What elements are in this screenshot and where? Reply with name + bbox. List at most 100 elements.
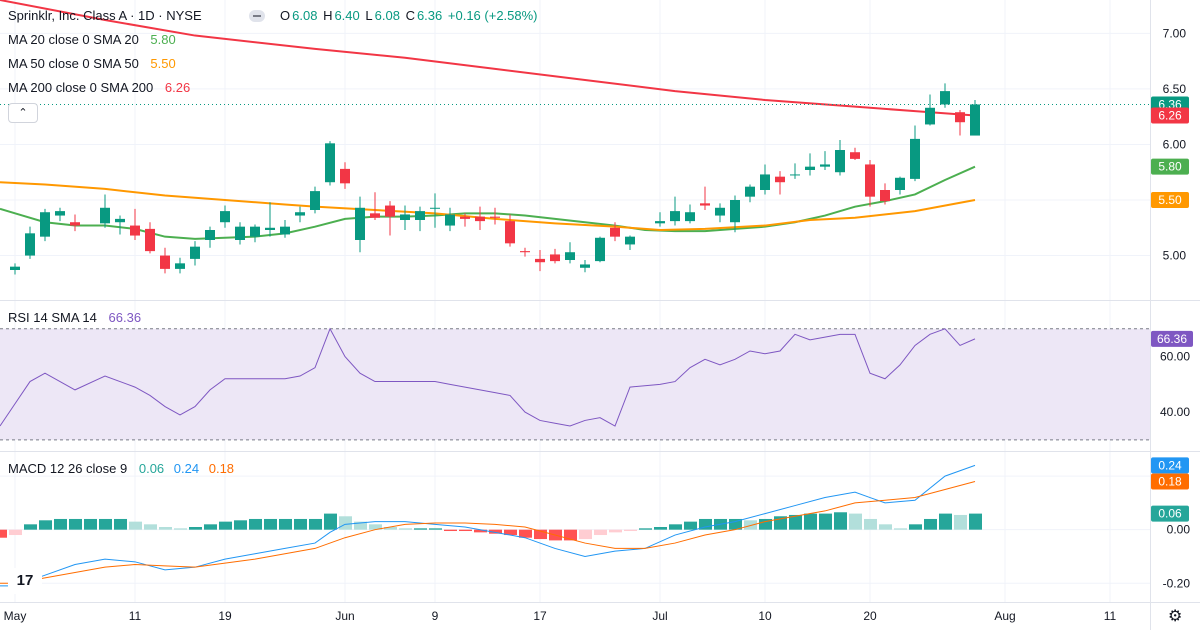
macd-histogram-bar [54, 518, 67, 530]
axis-layer: 7.006.506.005.505.006.366.265.805.5060.0… [4, 26, 1193, 623]
open-label: O [280, 8, 291, 23]
candle [25, 226, 35, 259]
candle [910, 125, 920, 182]
candle-body [445, 214, 455, 226]
macd-tick-label: 0.00 [1167, 523, 1191, 537]
candle-body [40, 212, 50, 237]
ma-line-ma20 [0, 165, 976, 240]
candle [355, 196, 365, 253]
macd-histogram-bar [729, 518, 742, 530]
macd-histogram-bar [909, 524, 922, 530]
x-tick-label: Jun [335, 609, 354, 623]
macd-histogram-bar [879, 524, 892, 530]
symbol-header: Sprinklr, Inc. Class A · 1D · NYSE [8, 8, 204, 24]
price-label-box [1151, 107, 1189, 124]
candle [775, 171, 785, 195]
legend-ma200[interactable]: MA 200 close 0 SMA 200 6.26 [8, 80, 192, 96]
macd-histogram-bar [684, 521, 697, 530]
candle [280, 220, 290, 238]
candle-body [625, 236, 635, 245]
rsi-line [0, 327, 976, 427]
legend-ma20-value: 5.80 [150, 32, 176, 47]
macd-histogram-bar [534, 529, 547, 540]
close-value: 6.36 [416, 8, 443, 23]
candle-body [520, 251, 530, 253]
macd-histogram-bar [219, 521, 232, 530]
candle [760, 164, 770, 195]
macd-histogram-bar [234, 520, 247, 530]
candle-body [565, 252, 575, 260]
candle-body [220, 211, 230, 223]
macd-histogram-bar [324, 513, 337, 530]
x-tick-label: Aug [994, 609, 1015, 623]
macd-line-signal [0, 480, 976, 584]
candle [550, 248, 560, 264]
macd-histogram-bar [864, 518, 877, 530]
high-label: H [323, 8, 333, 23]
macd-histogram-bar [594, 529, 607, 536]
legend-ma20[interactable]: MA 20 close 0 SMA 20 5.80 [8, 32, 178, 48]
legend-ma50[interactable]: MA 50 close 0 SMA 50 5.50 [8, 56, 178, 72]
macd-histogram-bar [339, 516, 352, 530]
legend-ma20-label: MA 20 close 0 SMA 20 [8, 32, 139, 47]
candle [10, 263, 20, 275]
x-tick-label: 11 [129, 609, 142, 623]
macd-histogram-bar [519, 529, 532, 538]
legend-ma50-label: MA 50 close 0 SMA 50 [8, 56, 139, 71]
legend-macd-hist: 0.06 [138, 461, 165, 476]
candle-body [460, 216, 470, 219]
macd-histogram-bar [354, 521, 367, 530]
candle-body [190, 246, 200, 259]
candle-body [475, 216, 485, 222]
macd-histogram-bar [429, 528, 442, 530]
price-tick-label: 6.00 [1163, 137, 1187, 151]
candle-body [865, 164, 875, 197]
candle-body [955, 112, 965, 123]
tradingview-logo-icon[interactable]: 17 [8, 568, 42, 594]
candle-body [10, 266, 20, 270]
legend-macd[interactable]: MACD 12 26 close 9 0.06 0.24 0.18 [8, 461, 236, 477]
macd-histogram-bar [279, 518, 292, 530]
candle [340, 162, 350, 189]
candle [250, 224, 260, 243]
candle-body [820, 164, 830, 167]
candle-body [580, 264, 590, 268]
chevron-up-icon[interactable]: ⌃ [8, 103, 38, 123]
candle [730, 195, 740, 233]
candle [100, 194, 110, 228]
candle [580, 260, 590, 273]
legend-rsi[interactable]: RSI 14 SMA 14 66.36 [8, 310, 143, 326]
candle [865, 160, 875, 207]
macd-histogram-bar [849, 513, 862, 530]
macd-histogram-bar [654, 527, 667, 530]
macd-histogram-bar [504, 529, 517, 536]
ohlc-readout: O 6.08 H 6.40 L 6.08 C 6.36 +0.16 (+2.58%) [280, 8, 540, 24]
macd-histogram-bar [894, 528, 907, 530]
macd-histogram-bar [819, 513, 832, 530]
macd-histogram-bar [369, 524, 382, 530]
macd-histogram-bar [924, 518, 937, 530]
candle-body [115, 218, 125, 223]
macd-histogram-bar [759, 518, 772, 530]
x-tick-label: May [4, 609, 27, 623]
change-value: +0.16 (+2.58%) [447, 8, 538, 23]
candle-body [850, 152, 860, 159]
candle [565, 242, 575, 264]
macd-histogram-bar [99, 518, 112, 530]
candle [130, 208, 140, 240]
candle [970, 100, 980, 136]
minus-icon[interactable] [249, 10, 265, 22]
macd-histogram-bar [249, 518, 262, 530]
candle [835, 140, 845, 176]
candle [145, 222, 155, 254]
macd-histogram-bar [639, 528, 652, 530]
close-label: C [405, 8, 415, 23]
candle [895, 176, 905, 195]
candle [160, 247, 170, 274]
rsi-value-box [1151, 330, 1193, 347]
macd-histogram-bar [954, 514, 967, 530]
gear-icon[interactable]: ⚙ [1168, 608, 1183, 625]
candle [70, 214, 80, 232]
candle-body [700, 203, 710, 206]
